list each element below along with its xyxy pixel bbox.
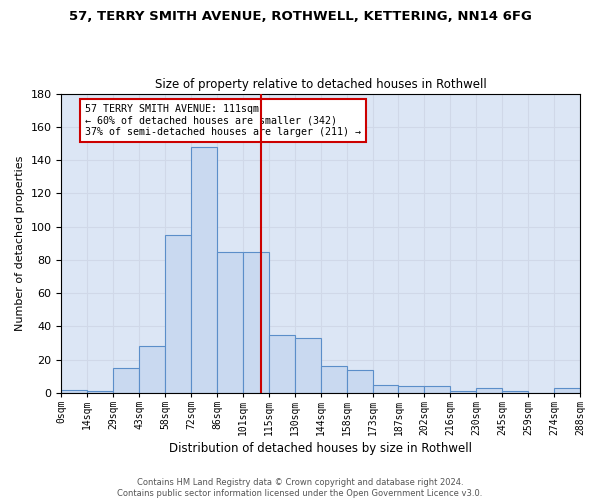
Y-axis label: Number of detached properties: Number of detached properties [15, 156, 25, 331]
Bar [61, 390, 88, 393]
Bar [165, 235, 191, 393]
Bar [269, 334, 295, 393]
Title: Size of property relative to detached houses in Rothwell: Size of property relative to detached ho… [155, 78, 487, 91]
Text: 57 TERRY SMITH AVENUE: 111sqm
← 60% of detached houses are smaller (342)
37% of : 57 TERRY SMITH AVENUE: 111sqm ← 60% of d… [85, 104, 361, 136]
Bar [373, 384, 398, 393]
Bar [347, 370, 373, 393]
Bar [88, 391, 113, 393]
Bar [139, 346, 165, 393]
Bar [476, 388, 502, 393]
Bar [554, 388, 580, 393]
Bar [321, 366, 347, 393]
Bar [243, 252, 269, 393]
Bar [502, 391, 528, 393]
Bar [424, 386, 451, 393]
X-axis label: Distribution of detached houses by size in Rothwell: Distribution of detached houses by size … [169, 442, 472, 455]
Bar [113, 368, 139, 393]
Text: Contains HM Land Registry data © Crown copyright and database right 2024.
Contai: Contains HM Land Registry data © Crown c… [118, 478, 482, 498]
Bar [295, 338, 321, 393]
Text: 57, TERRY SMITH AVENUE, ROTHWELL, KETTERING, NN14 6FG: 57, TERRY SMITH AVENUE, ROTHWELL, KETTER… [68, 10, 532, 23]
Bar [451, 391, 476, 393]
Bar [398, 386, 424, 393]
Bar [191, 147, 217, 393]
Bar [217, 252, 243, 393]
